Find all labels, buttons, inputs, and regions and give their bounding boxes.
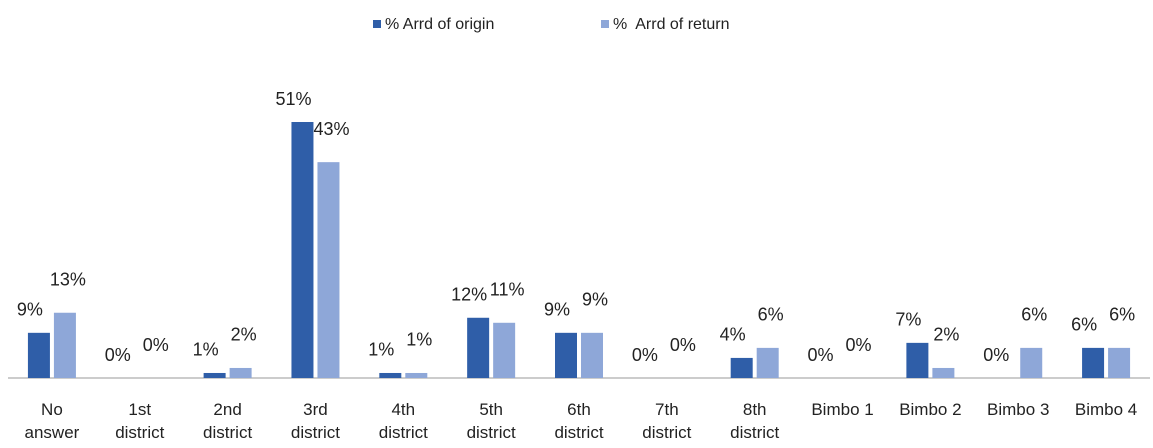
x-tick-label: Bimbo 3 xyxy=(987,400,1050,419)
bar xyxy=(1108,347,1131,378)
data-label: 9% xyxy=(17,300,43,320)
bar xyxy=(730,357,753,378)
data-label: 12% xyxy=(451,285,487,305)
data-label: 0% xyxy=(846,335,872,355)
x-tick-label: 4th district xyxy=(378,400,428,442)
x-tick-label: 8th district xyxy=(730,400,780,442)
bar xyxy=(906,342,929,378)
data-label: 0% xyxy=(105,345,131,365)
data-label: 43% xyxy=(313,119,349,139)
data-label: 4% xyxy=(720,325,746,345)
x-tick-label: Bimbo 4 xyxy=(1074,400,1138,419)
bar xyxy=(291,122,314,378)
bar xyxy=(467,317,490,378)
legend-swatch xyxy=(373,20,381,28)
data-label: 1% xyxy=(406,330,432,350)
data-label: 51% xyxy=(275,89,311,109)
bar xyxy=(405,372,428,378)
bar xyxy=(317,162,340,378)
data-label: 0% xyxy=(143,335,169,355)
data-label: 0% xyxy=(808,345,834,365)
bar xyxy=(229,367,252,378)
legend-swatch xyxy=(601,20,609,28)
data-label: 2% xyxy=(933,325,959,345)
x-tick-label: 1st district xyxy=(115,400,165,442)
x-tick-label: 6th district xyxy=(554,400,604,442)
bar xyxy=(53,312,76,378)
data-label: 7% xyxy=(895,310,921,330)
x-tick-label: 3rd district xyxy=(290,400,341,442)
data-label: 9% xyxy=(582,290,608,310)
data-label: 0% xyxy=(983,345,1009,365)
bar xyxy=(493,322,516,378)
legend-label: % Arrd of return xyxy=(613,16,730,33)
bar xyxy=(756,347,779,378)
bar xyxy=(1082,347,1105,378)
data-label: 6% xyxy=(1071,315,1097,335)
x-tick-label: No answer xyxy=(24,400,80,442)
data-label: 0% xyxy=(632,345,658,365)
data-label: 6% xyxy=(758,305,784,325)
data-label: 1% xyxy=(193,340,219,360)
data-label: 6% xyxy=(1021,305,1047,325)
x-tick-label: Bimbo 1 xyxy=(811,400,874,419)
x-tick-label: 5th district xyxy=(466,400,516,442)
bar xyxy=(932,367,955,378)
bar xyxy=(555,332,577,378)
legend-label: % Arrd of origin xyxy=(385,16,494,33)
data-label: 0% xyxy=(670,335,696,355)
bar xyxy=(27,332,50,378)
bar xyxy=(1020,347,1043,378)
x-tick-label: 7th district xyxy=(642,400,692,442)
data-label: 2% xyxy=(231,325,257,345)
data-label: 13% xyxy=(50,269,86,289)
data-label: 6% xyxy=(1109,305,1135,325)
x-tick-label: Bimbo 2 xyxy=(899,400,962,419)
bar xyxy=(581,332,603,378)
data-label: 1% xyxy=(368,340,394,360)
data-label: 11% xyxy=(490,280,525,300)
x-tick-label: 2nd district xyxy=(203,400,253,442)
bar xyxy=(379,372,402,378)
bar xyxy=(203,372,226,378)
data-label: 9% xyxy=(544,300,570,320)
